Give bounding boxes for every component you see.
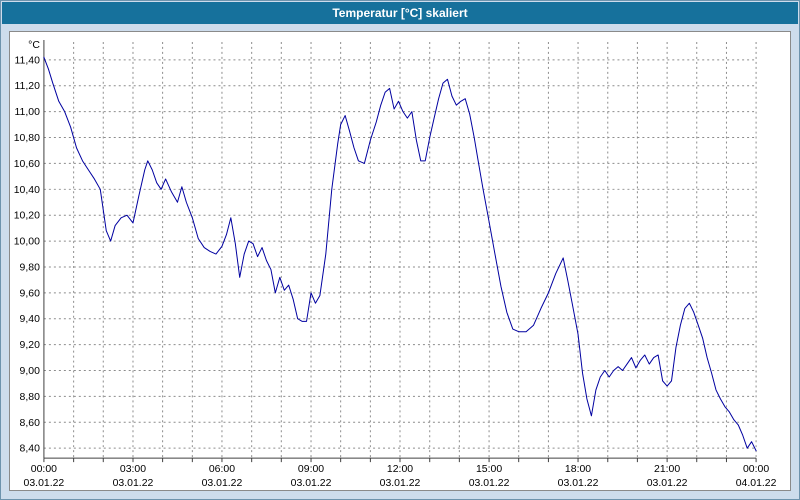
- x-axis-labels: 00:00 03.01.22 03:00 03.01.22 06:00 03.01.22 0…: [24, 464, 777, 489]
- svg-text:03:00: 03:00: [120, 464, 146, 475]
- gridlines: [43, 41, 757, 459]
- svg-text:9,00: 9,00: [20, 366, 41, 377]
- axes: [43, 39, 757, 463]
- title-bar[interactable]: Temperatur [°C] skaliert: [2, 2, 798, 24]
- svg-text:00:00: 00:00: [743, 464, 769, 475]
- y-axis-labels: °C 11,40 11,20 11,00 10,80 10,60 10,40 10,20 10,…: [14, 40, 41, 455]
- svg-text:04.01.22: 04.01.22: [736, 478, 777, 489]
- svg-text:21:00: 21:00: [654, 464, 680, 475]
- chart-title: Temperatur [°C] skaliert: [332, 6, 468, 20]
- svg-text:03.01.22: 03.01.22: [291, 478, 332, 489]
- svg-text:15:00: 15:00: [476, 464, 502, 475]
- svg-text:10,80: 10,80: [14, 133, 40, 144]
- svg-text:10,40: 10,40: [14, 185, 40, 196]
- svg-text:11,40: 11,40: [15, 55, 41, 66]
- svg-text:03.01.22: 03.01.22: [24, 478, 65, 489]
- svg-text:11,20: 11,20: [15, 81, 41, 92]
- svg-text:10,60: 10,60: [14, 159, 40, 170]
- chart-plot: °C 11,40 11,20 11,00 10,80 10,60 10,40 10,20 10,…: [14, 39, 777, 489]
- chart-panel: °C 11,40 11,20 11,00 10,80 10,60 10,40 10,20 10,…: [9, 31, 791, 491]
- svg-text:8,80: 8,80: [20, 392, 41, 403]
- svg-text:8,40: 8,40: [20, 444, 41, 455]
- svg-text:12:00: 12:00: [387, 464, 413, 475]
- svg-text:9,20: 9,20: [20, 340, 41, 351]
- svg-text:09:00: 09:00: [298, 464, 324, 475]
- svg-text:03.01.22: 03.01.22: [558, 478, 599, 489]
- svg-text:9,80: 9,80: [20, 262, 41, 273]
- svg-text:03.01.22: 03.01.22: [647, 478, 688, 489]
- svg-text:°C: °C: [28, 40, 40, 51]
- svg-text:10,00: 10,00: [14, 237, 40, 248]
- temperature-line: [43, 56, 757, 452]
- svg-text:00:00: 00:00: [31, 464, 57, 475]
- svg-text:9,40: 9,40: [20, 314, 41, 325]
- svg-text:03.01.22: 03.01.22: [469, 478, 510, 489]
- svg-text:03.01.22: 03.01.22: [202, 478, 243, 489]
- svg-text:10,20: 10,20: [14, 211, 40, 222]
- svg-text:8,60: 8,60: [20, 418, 41, 429]
- svg-text:11,00: 11,00: [15, 107, 41, 118]
- svg-text:9,60: 9,60: [20, 288, 41, 299]
- svg-text:03.01.22: 03.01.22: [380, 478, 421, 489]
- svg-text:06:00: 06:00: [209, 464, 235, 475]
- svg-text:18:00: 18:00: [565, 464, 591, 475]
- svg-text:03.01.22: 03.01.22: [113, 478, 154, 489]
